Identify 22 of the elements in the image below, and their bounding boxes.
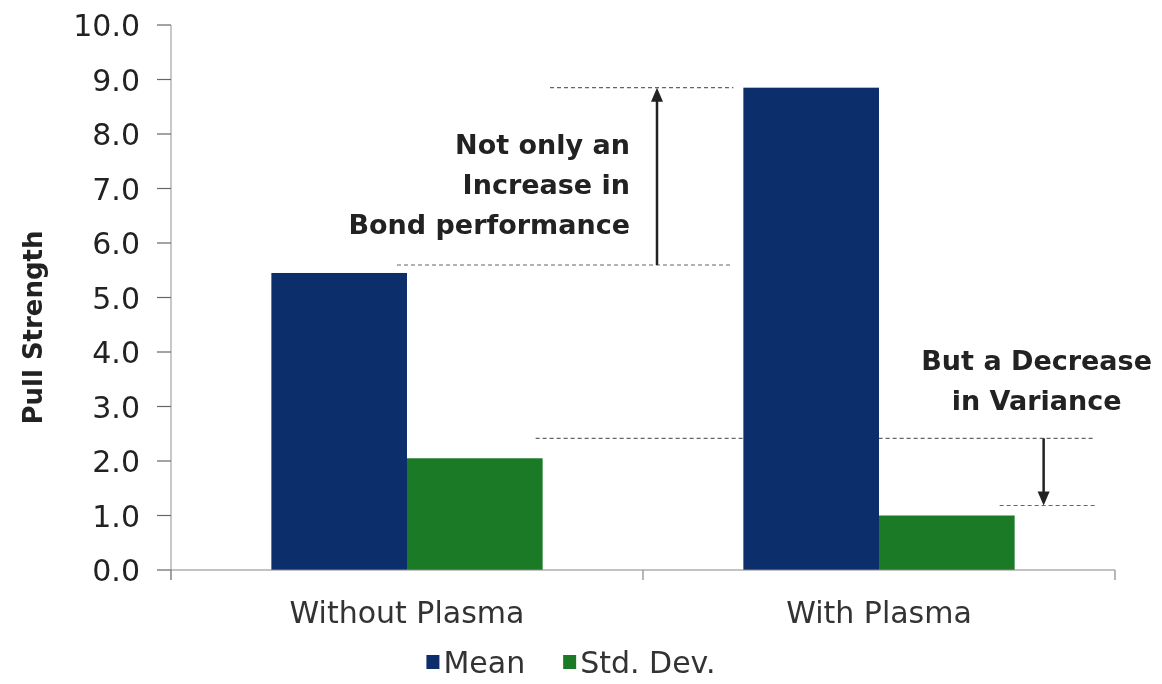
bar	[271, 272, 407, 570]
y-tick-label: 0.0	[92, 552, 140, 588]
annotation: Not only an Increase in Bond performance	[348, 129, 630, 241]
y-tick-label: 8.0	[92, 116, 140, 152]
y-tick-label: 5.0	[92, 280, 140, 315]
bar	[407, 458, 543, 570]
bar	[879, 515, 1015, 570]
y-axis-title: Pull Strength	[18, 230, 48, 425]
legend-label: Std. Dev.	[580, 644, 716, 680]
y-tick-label: 2.0	[92, 443, 140, 479]
y-tick-label: 10.0	[73, 7, 140, 43]
y-tick-label: 6.0	[92, 225, 140, 261]
y-tick-label: 1.0	[92, 498, 140, 533]
x-tick-label: Without Plasma	[289, 594, 525, 630]
x-tick-label: With Plasma	[786, 594, 972, 630]
y-tick-label: 7.0	[92, 171, 140, 206]
bar	[743, 87, 879, 570]
annotation: But a Decrease in Variance	[921, 345, 1152, 417]
legend-label: Mean	[443, 644, 526, 680]
y-tick-label: 9.0	[92, 62, 140, 97]
y-tick-label: 4.0	[92, 334, 140, 370]
y-tick-label: 3.0	[92, 389, 140, 424]
